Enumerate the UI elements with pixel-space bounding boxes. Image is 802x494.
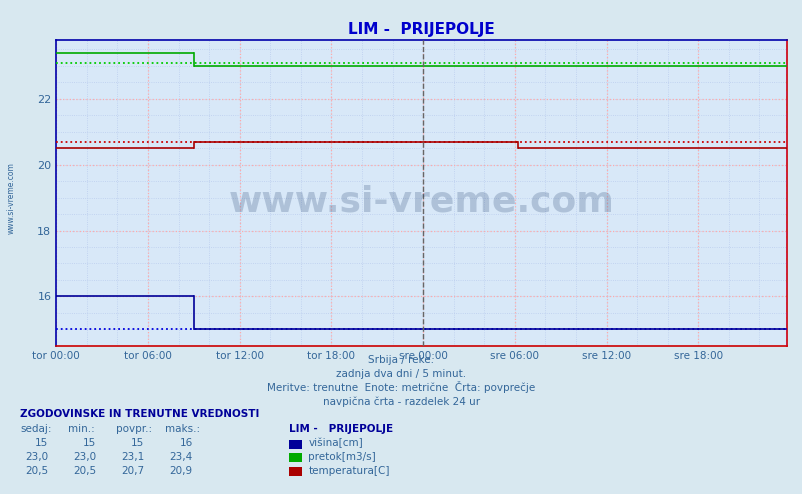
Text: min.:: min.: xyxy=(68,424,95,434)
Text: 15: 15 xyxy=(131,438,144,448)
Text: 20,5: 20,5 xyxy=(25,466,48,476)
Text: 20,5: 20,5 xyxy=(73,466,96,476)
Text: www.si-vreme.com: www.si-vreme.com xyxy=(6,162,15,234)
Text: maks.:: maks.: xyxy=(164,424,200,434)
Text: temperatura[C]: temperatura[C] xyxy=(308,466,389,476)
Text: Srbija / reke.: Srbija / reke. xyxy=(368,355,434,365)
Text: 15: 15 xyxy=(83,438,96,448)
Text: pretok[m3/s]: pretok[m3/s] xyxy=(308,452,375,462)
Text: 20,7: 20,7 xyxy=(121,466,144,476)
Text: sedaj:: sedaj: xyxy=(20,424,51,434)
Text: 20,9: 20,9 xyxy=(169,466,192,476)
Text: navpična črta - razdelek 24 ur: navpična črta - razdelek 24 ur xyxy=(322,396,480,407)
Text: ZGODOVINSKE IN TRENUTNE VREDNOSTI: ZGODOVINSKE IN TRENUTNE VREDNOSTI xyxy=(20,410,259,419)
Text: LIM -   PRIJEPOLJE: LIM - PRIJEPOLJE xyxy=(289,424,393,434)
Text: 16: 16 xyxy=(179,438,192,448)
Text: 23,0: 23,0 xyxy=(25,452,48,462)
Text: zadnja dva dni / 5 minut.: zadnja dva dni / 5 minut. xyxy=(336,369,466,379)
Text: www.si-vreme.com: www.si-vreme.com xyxy=(229,185,614,219)
Title: LIM -  PRIJEPOLJE: LIM - PRIJEPOLJE xyxy=(348,22,494,37)
Text: 15: 15 xyxy=(34,438,48,448)
Text: 23,4: 23,4 xyxy=(169,452,192,462)
Text: Meritve: trenutne  Enote: metrične  Črta: povprečje: Meritve: trenutne Enote: metrične Črta: … xyxy=(267,381,535,393)
Text: 23,0: 23,0 xyxy=(73,452,96,462)
Text: povpr.:: povpr.: xyxy=(116,424,152,434)
Text: višina[cm]: višina[cm] xyxy=(308,438,363,448)
Text: 23,1: 23,1 xyxy=(121,452,144,462)
